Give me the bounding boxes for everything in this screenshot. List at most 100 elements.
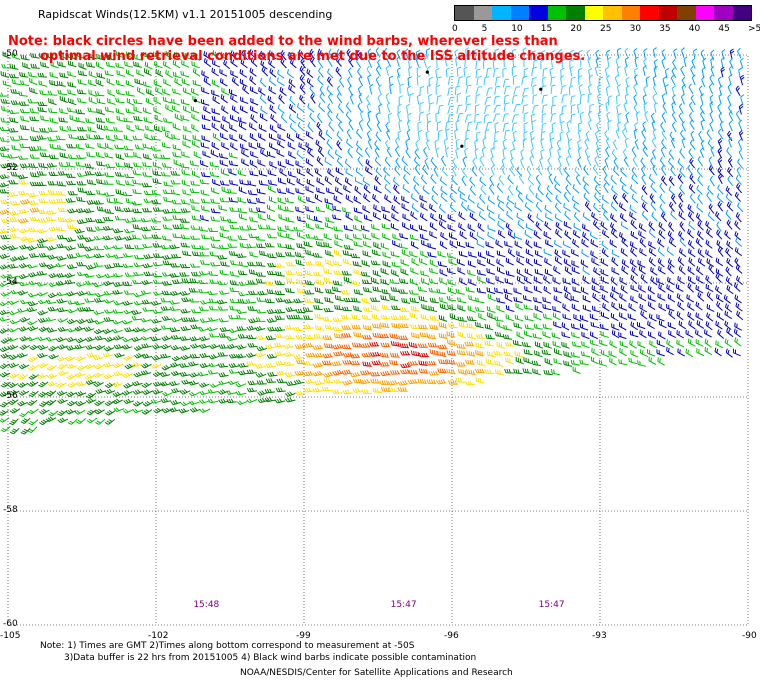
wind-barb — [461, 201, 468, 212]
wind-barb — [84, 246, 95, 252]
wind-barb — [512, 74, 518, 85]
legend-swatch — [510, 6, 529, 20]
wind-barb — [426, 120, 432, 131]
wind-barb — [9, 63, 19, 70]
wind-barb — [349, 371, 361, 378]
wind-barb — [76, 365, 88, 371]
wind-barb — [95, 117, 106, 123]
wind-barb — [172, 59, 181, 69]
wind-barb — [462, 156, 467, 168]
wind-barb — [671, 67, 677, 79]
wind-barb — [18, 263, 30, 269]
wind-barb — [345, 111, 352, 122]
wind-barb — [361, 259, 371, 267]
wind-barb — [210, 216, 221, 222]
wind-barb — [455, 147, 460, 159]
wind-barb — [95, 273, 107, 279]
wind-barb — [650, 182, 657, 193]
wind-barb — [415, 49, 421, 61]
wind-barb — [285, 306, 296, 312]
wind-barb — [88, 53, 98, 60]
wind-barb — [446, 350, 456, 356]
wind-barb — [65, 336, 77, 343]
wind-barb — [336, 92, 343, 104]
wind-barb — [94, 171, 105, 177]
wind-barb — [341, 344, 352, 349]
wind-barb — [735, 85, 741, 96]
wind-barb — [373, 185, 382, 194]
wind-barb — [56, 234, 68, 240]
wind-barb — [571, 278, 580, 286]
wind-barb — [45, 336, 57, 342]
wind-barb — [424, 157, 429, 169]
wind-barb — [140, 370, 152, 376]
wind-barb — [66, 264, 78, 270]
wind-barb — [113, 335, 124, 341]
wind-barb — [630, 247, 638, 257]
wind-barb — [444, 56, 449, 67]
wind-barb — [526, 165, 532, 177]
wind-barb — [295, 160, 304, 169]
wind-barb — [609, 292, 618, 301]
wind-barb — [321, 386, 332, 392]
wind-barb — [534, 350, 543, 358]
wind-barb — [104, 208, 115, 214]
wind-barb — [203, 77, 212, 86]
wind-barb — [380, 386, 391, 392]
wind-barb — [661, 138, 667, 150]
wind-barb — [429, 297, 439, 304]
wind-barb — [391, 322, 401, 329]
wind-barb — [410, 267, 419, 275]
wind-barb — [258, 87, 266, 96]
wind-barb — [93, 381, 104, 387]
wind-barb — [85, 392, 97, 399]
wind-barb — [579, 111, 584, 123]
wind-barb — [594, 184, 601, 196]
wind-barb — [218, 244, 230, 250]
wind-barb — [277, 133, 286, 142]
wind-barb — [191, 205, 201, 212]
wind-barb — [299, 74, 306, 86]
latitude-label: -56 — [3, 391, 18, 401]
wind-barb — [514, 240, 523, 249]
wind-barb — [555, 221, 563, 231]
wind-barb — [354, 177, 363, 185]
wind-barb — [502, 138, 507, 150]
wind-barb — [570, 359, 580, 366]
wind-barb — [122, 191, 133, 197]
wind-barb — [504, 341, 515, 347]
wind-barb — [619, 347, 627, 357]
wind-barb — [274, 333, 285, 338]
wind-barb — [336, 131, 343, 142]
wind-barb — [124, 235, 135, 241]
wind-barb — [57, 326, 69, 332]
wind-barb — [390, 223, 399, 231]
wind-barb — [112, 398, 123, 405]
wind-barb — [212, 95, 220, 105]
wind-barb — [84, 363, 96, 370]
wind-barb — [19, 108, 30, 114]
wind-barb — [550, 76, 556, 86]
wind-barb — [10, 100, 21, 105]
wind-barb — [269, 76, 277, 87]
wind-barb — [486, 306, 496, 313]
wind-barb — [495, 369, 505, 376]
wind-barb — [708, 203, 715, 214]
wind-barb — [426, 112, 431, 123]
wind-barb — [384, 156, 391, 167]
wind-barb — [405, 147, 411, 159]
wind-barb — [200, 214, 209, 222]
wind-barb — [249, 49, 257, 59]
wind-barb — [438, 213, 447, 223]
wind-barb — [76, 271, 88, 277]
wind-barb — [65, 355, 76, 362]
wind-barb — [641, 128, 647, 140]
wind-barb — [57, 89, 67, 96]
wind-barb — [19, 124, 30, 131]
contamination-circle — [425, 70, 429, 74]
wind-barb — [97, 142, 107, 149]
wind-barb — [74, 228, 85, 234]
wind-barb — [395, 157, 401, 169]
wind-barb — [86, 290, 97, 296]
wind-barb — [191, 113, 200, 122]
